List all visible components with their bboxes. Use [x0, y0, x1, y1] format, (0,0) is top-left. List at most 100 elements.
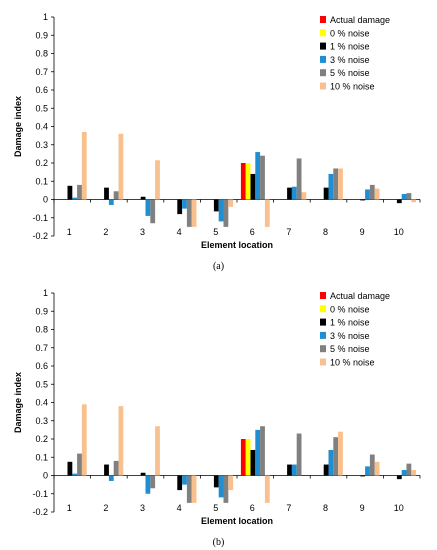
bar [250, 173, 256, 200]
legend-label: Actual damage [330, 291, 390, 301]
y-tick-label: 1 [43, 12, 48, 22]
damage-index-chart-a: 1 0.9 0.8 0.7 0.6 0.5 0.4 0.3 0.2 0.1 0 -0.1 -0.2 1 2 3… [13, 12, 421, 250]
bar [406, 463, 412, 476]
y-tick-label: 0 [43, 471, 48, 481]
chart-panel-b: 1 0.9 0.8 0.7 0.6 0.5 0.4 0.3 0.2 0.1 0 -0.1 -0.2 1 2 3… [0, 276, 437, 538]
legend-swatch [320, 29, 326, 37]
legend-swatch [320, 345, 326, 353]
legend-label: Actual damage [330, 15, 390, 25]
bar [186, 199, 192, 227]
y-tick-label: 0.9 [35, 30, 48, 40]
bar [245, 439, 251, 476]
y-tick-label: -0.2 [32, 231, 48, 241]
x-tick-label: 4 [177, 227, 182, 237]
x-tick-label: 1 [67, 503, 72, 513]
bar [333, 168, 339, 200]
bar [287, 464, 292, 476]
bar [374, 188, 380, 200]
x-tick-label: 8 [323, 503, 328, 513]
bar [245, 163, 251, 200]
bar [67, 461, 73, 476]
y-axis-label: Damage index [13, 372, 23, 433]
bar [81, 404, 87, 476]
bar [291, 186, 297, 200]
legend-swatch [320, 292, 326, 299]
legend-label: 1 % noise [330, 318, 370, 328]
bar [374, 461, 380, 476]
x-tick-label: 7 [286, 227, 291, 237]
x-tick-label: 3 [140, 503, 145, 513]
bar [67, 185, 73, 200]
bar [323, 187, 329, 200]
bar [240, 163, 246, 200]
y-tick-label: 0.9 [35, 306, 48, 316]
damage-index-chart-b: 1 0.9 0.8 0.7 0.6 0.5 0.4 0.3 0.2 0.1 0 -0.1 -0.2 1 2 3… [13, 288, 421, 526]
y-axis-label: Damage index [13, 96, 23, 157]
x-tick-label: 9 [360, 227, 365, 237]
y-tick-label: 0.5 [35, 103, 48, 113]
x-tick-label: 5 [213, 227, 218, 237]
bar [260, 155, 265, 200]
y-tick-label: 0.8 [35, 325, 48, 335]
y-tick-label: 0.4 [35, 398, 48, 408]
bar [365, 189, 370, 200]
x-tick-label: 5 [213, 503, 218, 513]
legend-label: 1 % noise [330, 42, 370, 52]
bar [150, 475, 156, 489]
bar [113, 191, 119, 200]
bar [411, 470, 417, 476]
bar [411, 199, 417, 203]
y-tick-label: 0.7 [35, 343, 48, 353]
legend-label: 10 % noise [330, 82, 375, 92]
y-tick-label: 0.3 [35, 140, 48, 150]
bar [140, 472, 146, 476]
legend-label: 0 % noise [330, 304, 370, 314]
bar [365, 466, 370, 476]
bar [191, 475, 197, 503]
bar [223, 475, 229, 503]
bar [264, 199, 270, 227]
y-tick-label: 0 [43, 195, 48, 205]
bar [360, 199, 366, 201]
bar [140, 196, 146, 200]
bar [301, 192, 307, 200]
bar [118, 406, 124, 476]
bar [296, 433, 302, 476]
x-tick-label: 10 [394, 503, 404, 513]
bar [213, 199, 219, 212]
legend-label: 5 % noise [330, 344, 370, 354]
bar [255, 152, 261, 200]
bar [240, 439, 246, 476]
bar [328, 449, 334, 476]
y-tick-label: -0.1 [32, 489, 48, 499]
bar [213, 475, 219, 488]
bar [182, 199, 187, 209]
bar [150, 199, 156, 224]
y-tick-label: 0.7 [35, 67, 48, 77]
x-tick-label: 9 [360, 503, 365, 513]
bar [72, 197, 78, 200]
bar [401, 194, 407, 200]
y-tick-label: 0.3 [35, 416, 48, 426]
legend-swatch [320, 331, 326, 339]
bar [81, 131, 87, 200]
x-tick-label: 1 [67, 227, 72, 237]
x-tick-label: 3 [140, 227, 145, 237]
bar [360, 475, 366, 477]
x-tick-label: 8 [323, 227, 328, 237]
bar [72, 473, 78, 476]
y-tick-label: 0.1 [35, 176, 48, 186]
legend-swatch [320, 16, 326, 23]
bar [228, 475, 234, 491]
bar [264, 475, 270, 503]
y-tick-label: 0.2 [35, 434, 48, 444]
bar [113, 460, 119, 476]
bar [191, 199, 197, 227]
bar [228, 199, 234, 207]
bar [108, 475, 114, 481]
bar [145, 475, 151, 494]
caption-a: (a) [212, 261, 225, 272]
chart-panel-a: 1 0.9 0.8 0.7 0.6 0.5 0.4 0.3 0.2 0.1 0 -0.1 -0.2 1 2 3… [0, 0, 437, 262]
y-tick-label: 0.5 [35, 379, 48, 389]
x-tick-label: 6 [250, 503, 255, 513]
